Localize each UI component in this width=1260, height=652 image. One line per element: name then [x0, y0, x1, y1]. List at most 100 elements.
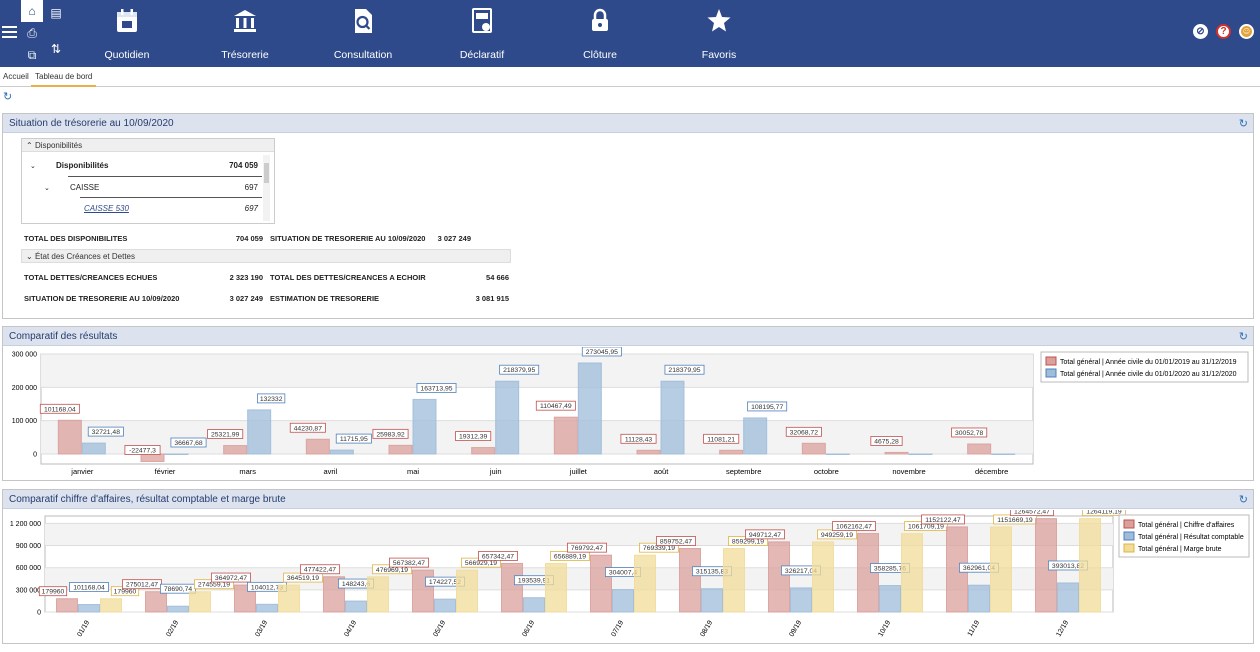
data-label: 25321,99	[211, 432, 240, 439]
chart-bar	[991, 453, 1016, 455]
x-tick-label: novembre	[892, 467, 925, 476]
chart-bar	[471, 447, 496, 455]
chart-bar	[879, 585, 901, 613]
scrollbar[interactable]	[263, 155, 270, 221]
chart-bar	[145, 591, 167, 613]
data-label: 132332	[260, 396, 283, 403]
refresh-icon[interactable]: ↻	[3, 91, 13, 103]
legend-box	[1040, 351, 1249, 383]
data-label-box	[656, 536, 696, 546]
panel-header: Comparatif des résultats ↻	[3, 327, 1253, 346]
chart-bar	[612, 589, 634, 613]
x-tick-label: 01/19	[76, 619, 91, 638]
x-tick-label: 06/19	[521, 619, 536, 638]
data-label: 218379,95	[503, 367, 535, 374]
x-tick-label: janvier	[70, 467, 94, 476]
chart-bar	[884, 451, 909, 455]
tab-tableau-de-bord[interactable]: Tableau de bord	[31, 70, 97, 87]
data-label: 11128,43	[625, 436, 653, 443]
chart-bar	[140, 453, 165, 462]
legend-label: Total général | Marge brute	[1138, 546, 1222, 553]
chart-bar	[456, 569, 478, 613]
legend-swatch	[1045, 356, 1057, 366]
tab-accueil[interactable]: Accueil	[3, 72, 29, 81]
data-label: 364972,47	[215, 575, 247, 582]
data-label: 1062162,47	[836, 524, 872, 531]
nav-cloture[interactable]: Clôture	[545, 0, 655, 67]
tree-row-link[interactable]: CAISSE 530	[84, 204, 129, 213]
y-tick-label: 0	[37, 610, 41, 617]
data-label-box	[416, 383, 457, 393]
refresh-icon[interactable]: ↻	[1238, 118, 1248, 130]
chart-bar	[412, 569, 434, 613]
tab-strip: Accueil Tableau de bord	[0, 67, 1260, 87]
refresh-icon[interactable]: ↻	[1238, 331, 1248, 343]
chart-bar	[81, 442, 106, 455]
chart-bar	[388, 444, 413, 455]
chart-bar	[967, 443, 992, 455]
home-icon[interactable]: ⌂	[21, 0, 43, 22]
data-label: 78690,74	[164, 586, 193, 593]
chart-bar	[968, 584, 990, 613]
y-tick-label: 100 000	[12, 418, 37, 425]
data-label: 101168,04	[44, 406, 76, 413]
x-tick-label: 07/19	[610, 619, 625, 638]
data-label: 4675,28	[874, 438, 899, 445]
chart-bar	[57, 419, 82, 455]
y-tick-label: 0	[33, 452, 37, 459]
ca-panel: Comparatif chiffre d'affaires, résultat …	[2, 489, 1254, 644]
data-label-box	[581, 347, 622, 357]
print-icon[interactable]: ⎙	[27, 25, 37, 40]
nav-tresorerie[interactable]: Trésorerie	[190, 0, 300, 67]
nav-favoris[interactable]: Favoris	[664, 0, 774, 67]
chart-bar	[901, 533, 923, 613]
dettes-echues-value: 2 323 190	[229, 273, 263, 282]
data-label-box	[257, 393, 286, 404]
data-label-box	[1082, 510, 1126, 517]
estimation-label: ESTIMATION DE TRESORERIE	[270, 294, 380, 303]
chart-bar	[412, 398, 437, 455]
nav-consultation[interactable]: Consultation	[308, 0, 418, 67]
data-label: 218379,95	[668, 367, 700, 374]
chart-bar	[256, 603, 278, 613]
data-label: 1152122,47	[925, 517, 961, 524]
disponibilites-group-header[interactable]: ⌃ Disponibilités	[22, 139, 274, 152]
y-tick-label: 1 200 000	[10, 521, 41, 528]
menu-icon[interactable]	[2, 26, 17, 38]
refresh-icon[interactable]: ↻	[1238, 494, 1248, 506]
estimation-value: 3 081 915	[475, 294, 509, 303]
data-label: 174227,52	[429, 579, 461, 586]
chart-bar	[990, 526, 1012, 613]
data-label-box	[703, 433, 740, 444]
data-label-box	[38, 586, 68, 597]
legend-swatch	[1123, 543, 1135, 553]
address-book-icon[interactable]: ▤	[50, 6, 62, 20]
dettes-echues-label: TOTAL DETTES/CREANCES ECHUES	[24, 273, 158, 282]
chart-bar	[634, 554, 656, 613]
nav-quotidien[interactable]: Quotidien	[72, 0, 182, 67]
data-label-box	[499, 364, 540, 375]
y-tick-label: 900 000	[16, 543, 41, 550]
data-label-box	[921, 514, 965, 525]
x-tick-label: février	[155, 467, 176, 476]
legend-label: Total général | Chiffre d'affaires	[1138, 522, 1235, 529]
data-label-box	[535, 400, 576, 411]
data-label-box	[620, 433, 657, 444]
help-icon[interactable]: ?	[1216, 24, 1231, 39]
chart-bar	[679, 548, 701, 613]
switch-company-icon[interactable]: ⧉	[27, 47, 37, 62]
user-avatar-icon[interactable]: ☺	[1239, 24, 1254, 39]
data-label: 25983,92	[376, 431, 405, 438]
data-label-box	[87, 426, 124, 437]
collapse-icon[interactable]: ⌄	[44, 185, 50, 192]
collapse-icon[interactable]: ⌄	[30, 163, 36, 170]
legend-label: Total général | Année civile du 01/01/20…	[1060, 359, 1237, 366]
creances-group-header[interactable]: ⌄ État des Créances et Dettes	[21, 249, 511, 263]
nav-declaratif[interactable]: Déclaratif	[427, 0, 537, 67]
visibility-off-icon[interactable]: ⊘	[1193, 24, 1208, 39]
tree-row-label: Disponibilités	[56, 161, 109, 170]
tree-row-value: 697	[244, 183, 258, 192]
data-label-box	[664, 364, 705, 375]
chart-bar	[247, 409, 272, 455]
transfer-arrows-icon[interactable]: ⇅	[50, 42, 62, 56]
